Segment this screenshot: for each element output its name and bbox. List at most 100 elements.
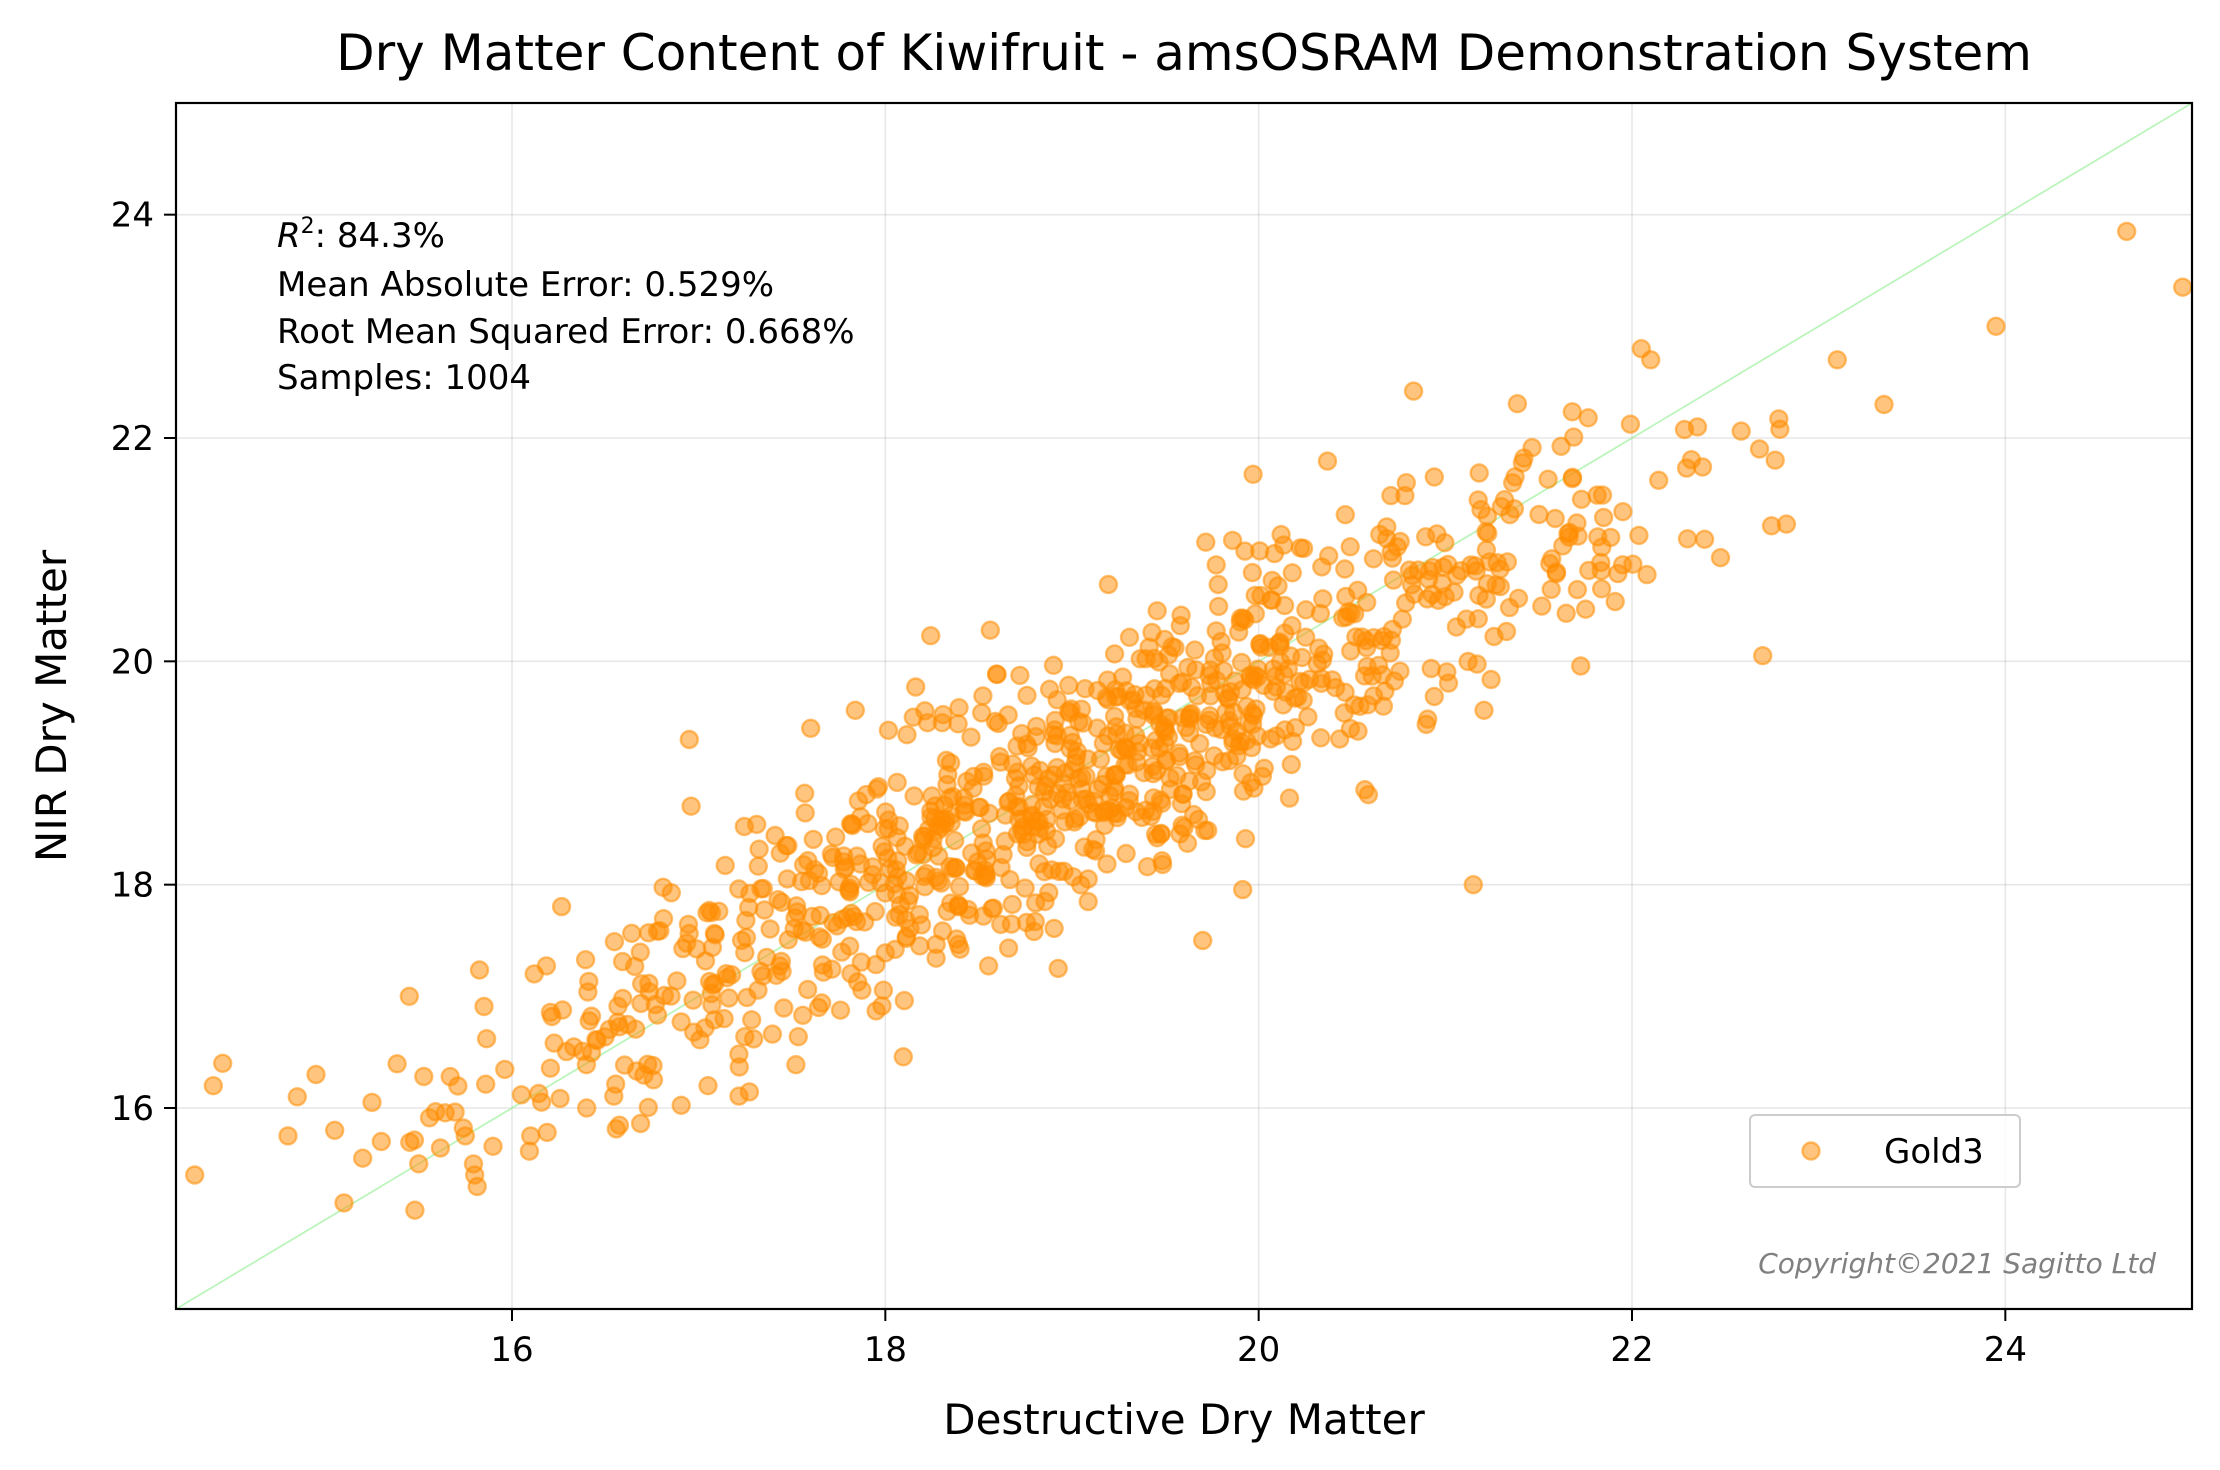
data-point <box>678 914 699 935</box>
data-point <box>998 792 1018 812</box>
data-point <box>961 727 981 747</box>
data-point <box>1355 780 1375 800</box>
data-point <box>832 942 852 962</box>
data-point <box>1463 875 1484 895</box>
data-point <box>2172 277 2193 297</box>
rmse-stat: Root Mean Squared Error: 0.668% <box>277 312 855 352</box>
data-point <box>409 1154 429 1174</box>
data-point <box>941 805 961 826</box>
data-point <box>1282 616 1302 636</box>
data-point <box>1312 557 1332 577</box>
data-point <box>334 1193 354 1213</box>
data-point <box>1648 470 1669 490</box>
data-point <box>1986 316 2006 336</box>
data-point <box>353 1148 373 1168</box>
data-point <box>1098 726 1118 746</box>
data-point <box>405 1200 425 1220</box>
data-point <box>671 1095 691 1116</box>
data-point <box>1206 555 1226 575</box>
y-tick-label: 24 <box>111 196 154 236</box>
data-point <box>1290 671 1310 692</box>
data-point <box>876 802 896 822</box>
data-point <box>946 929 967 949</box>
axis-ticks: 16 18 20 22 24 16 18 20 22 24 <box>111 196 2027 1370</box>
data-point <box>1491 497 1512 517</box>
data-point <box>702 995 722 1015</box>
data-point <box>1335 559 1355 579</box>
data-point <box>1752 646 1773 666</box>
data-point <box>1694 529 1715 549</box>
data-point <box>1242 562 1263 583</box>
data-point <box>1025 911 1046 932</box>
data-point <box>577 1098 597 1118</box>
data-point <box>519 1141 540 1161</box>
data-point <box>760 919 780 939</box>
data-point <box>948 714 968 734</box>
data-point <box>1009 776 1029 796</box>
data-point <box>762 1024 783 1044</box>
data-point <box>845 700 865 720</box>
data-point <box>483 1136 503 1157</box>
data-point <box>753 878 773 899</box>
data-point <box>894 990 914 1011</box>
data-point <box>1563 427 1584 447</box>
data-point <box>425 1101 446 1122</box>
data-point <box>799 870 820 891</box>
data-point <box>865 901 885 922</box>
data-point <box>795 803 815 823</box>
data-point <box>1087 680 1108 701</box>
data-point <box>1428 590 1449 610</box>
data-point <box>896 927 917 947</box>
data-point <box>1776 514 1797 534</box>
data-point <box>1481 669 1501 690</box>
data-point <box>1130 649 1150 669</box>
data-point <box>998 938 1019 958</box>
data-point <box>915 701 935 721</box>
data-point <box>1137 857 1158 877</box>
data-point <box>1043 655 1064 675</box>
data-point <box>1245 585 1265 606</box>
data-point <box>564 1037 584 1057</box>
data-point <box>399 986 419 1006</box>
data-point <box>963 778 983 798</box>
data-point <box>1335 682 1355 702</box>
data-point <box>1446 617 1467 637</box>
data-point <box>1593 507 1614 528</box>
data-point <box>1197 820 1218 841</box>
data-point <box>1047 690 1067 710</box>
data-point <box>1118 740 1138 760</box>
data-point <box>1230 608 1251 628</box>
data-point <box>1208 574 1228 595</box>
data-point <box>550 1088 570 1109</box>
data-point <box>798 979 818 1000</box>
data-point <box>1613 502 1633 522</box>
data-point <box>897 725 917 745</box>
data-point <box>1542 549 1562 569</box>
data-point <box>579 971 599 992</box>
data-point <box>1479 552 1500 572</box>
data-point <box>1874 394 1894 415</box>
data-point <box>839 880 859 901</box>
data-point <box>830 1000 851 1020</box>
data-point <box>1270 636 1291 656</box>
data-point <box>803 829 823 850</box>
data-point <box>1592 485 1613 505</box>
data-point <box>945 830 965 851</box>
data-point <box>1206 621 1226 641</box>
data-point <box>552 1000 573 1020</box>
data-point <box>613 988 633 1009</box>
data-point <box>1484 626 1504 647</box>
legend-label: Gold3 <box>1884 1132 1984 1172</box>
data-point <box>1538 469 1558 489</box>
x-tick-label: 16 <box>490 1330 533 1370</box>
data-point <box>448 1076 468 1096</box>
data-point <box>1149 652 1169 672</box>
data-point <box>1419 561 1440 581</box>
x-axis-label: Destructive Dry Matter <box>943 1395 1425 1444</box>
data-point <box>1637 564 1657 585</box>
data-point <box>1247 726 1268 746</box>
x-tick-label: 22 <box>1610 1330 1653 1370</box>
x-tick-label: 24 <box>1984 1330 2027 1370</box>
data-point <box>1235 829 1256 849</box>
data-point <box>1476 589 1497 609</box>
